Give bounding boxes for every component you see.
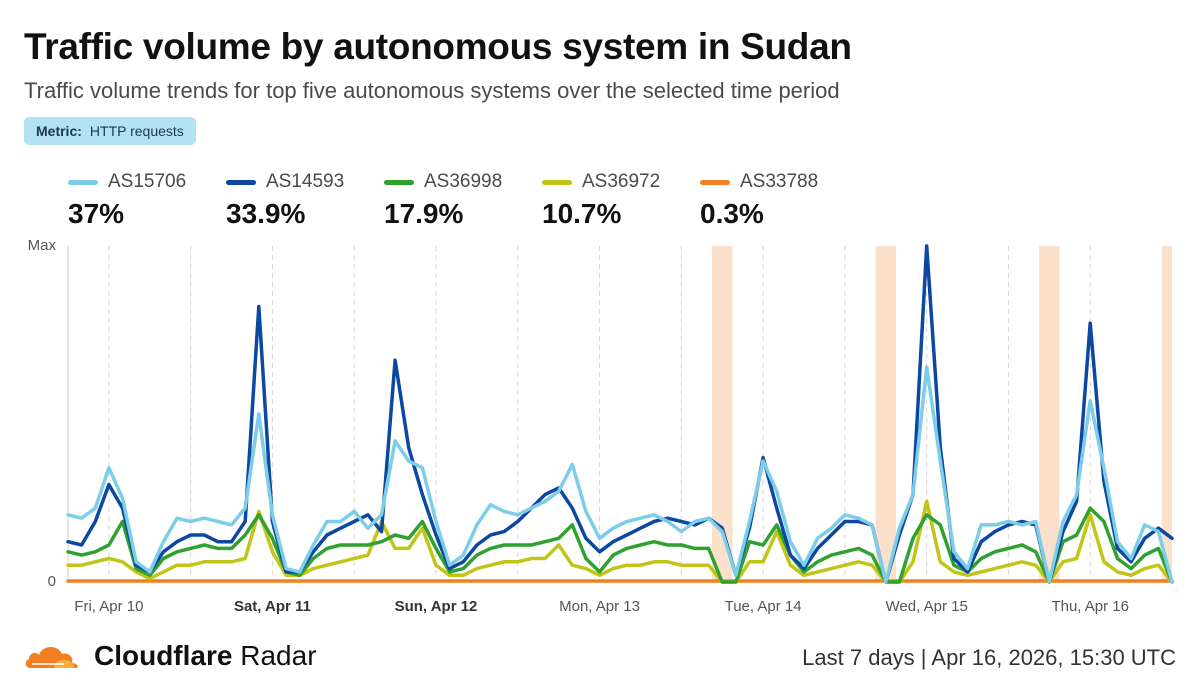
series-line-as36972 bbox=[66, 499, 1174, 584]
page-subtitle: Traffic volume trends for top five auton… bbox=[24, 78, 840, 103]
cloud-icon bbox=[25, 646, 78, 668]
shaded-period bbox=[1039, 246, 1060, 582]
legend-swatch bbox=[384, 179, 414, 185]
brand-light: Radar bbox=[240, 640, 317, 671]
legend-name: AS36998 bbox=[424, 171, 503, 192]
legend-name: AS33788 bbox=[740, 171, 819, 192]
shaded-periods bbox=[712, 246, 1172, 582]
legend-swatch bbox=[68, 179, 98, 185]
legend-percent: 17.9% bbox=[384, 198, 464, 229]
metric-label: Metric: bbox=[36, 123, 82, 139]
brand-bold: Cloudflare bbox=[94, 640, 233, 671]
legend-item-as36998[interactable]: AS36998 17.9% bbox=[384, 170, 542, 230]
x-tick-label: Thu, Apr 16 bbox=[1051, 598, 1129, 615]
legend-swatch bbox=[700, 179, 730, 185]
x-tick-label: Wed, Apr 15 bbox=[886, 598, 968, 615]
x-tick-label: Fri, Apr 10 bbox=[74, 598, 143, 615]
legend-name: AS15706 bbox=[108, 171, 187, 192]
legend-item-as15706[interactable]: AS15706 37% bbox=[68, 170, 226, 230]
shaded-period bbox=[875, 246, 896, 582]
series-line-as14593 bbox=[66, 244, 1174, 584]
chart-axes bbox=[67, 246, 1172, 583]
legend-percent: 37% bbox=[68, 198, 125, 229]
legend-name: AS36972 bbox=[582, 171, 661, 192]
metric-badge[interactable]: Metric: HTTP requests bbox=[24, 117, 196, 145]
legend-item-as33788[interactable]: AS33788 0.3% bbox=[700, 170, 858, 230]
brand-name: Cloudflare Radar bbox=[94, 640, 317, 672]
y-label-zero: 0 bbox=[48, 573, 56, 590]
x-tick-label: Sun, Apr 12 bbox=[395, 598, 478, 615]
x-tick-label: Tue, Apr 14 bbox=[725, 598, 802, 615]
y-label-max: Max bbox=[28, 237, 57, 254]
series-line-as36998 bbox=[66, 506, 1174, 584]
chart-legend: AS15706 37% AS14593 33.9% AS36998 17.9% … bbox=[68, 170, 858, 230]
metric-value: HTTP requests bbox=[89, 123, 184, 139]
legend-item-as14593[interactable]: AS14593 33.9% bbox=[226, 170, 384, 230]
legend-swatch bbox=[542, 179, 572, 185]
traffic-line-chart[interactable]: Fri, Apr 10 Sat, Apr 11 Sun, Apr 12 Mon, Ap… bbox=[0, 230, 1200, 622]
legend-percent: 0.3% bbox=[700, 198, 764, 229]
x-tick-label: Mon, Apr 13 bbox=[559, 598, 640, 615]
y-axis-labels: Max 0 bbox=[28, 237, 57, 590]
legend-name: AS14593 bbox=[266, 171, 345, 192]
shaded-period bbox=[712, 246, 733, 582]
time-range-label: Last 7 days | Apr 16, 2026, 15:30 UTC bbox=[802, 645, 1176, 670]
legend-swatch bbox=[226, 179, 256, 185]
x-axis-labels: Fri, Apr 10 Sat, Apr 11 Sun, Apr 12 Mon, Ap… bbox=[74, 598, 1129, 615]
shaded-period bbox=[1161, 246, 1172, 582]
cloudflare-logo: Cloudflare Radar bbox=[24, 640, 317, 672]
page-title: Traffic volume by autonomous system in S… bbox=[24, 26, 852, 67]
legend-percent: 33.9% bbox=[226, 198, 306, 229]
chart-series bbox=[66, 244, 1174, 584]
series-line-as15706 bbox=[66, 365, 1174, 584]
legend-percent: 10.7% bbox=[542, 198, 622, 229]
legend-item-as36972[interactable]: AS36972 10.7% bbox=[542, 170, 700, 230]
x-tick-label: Sat, Apr 11 bbox=[234, 598, 311, 615]
